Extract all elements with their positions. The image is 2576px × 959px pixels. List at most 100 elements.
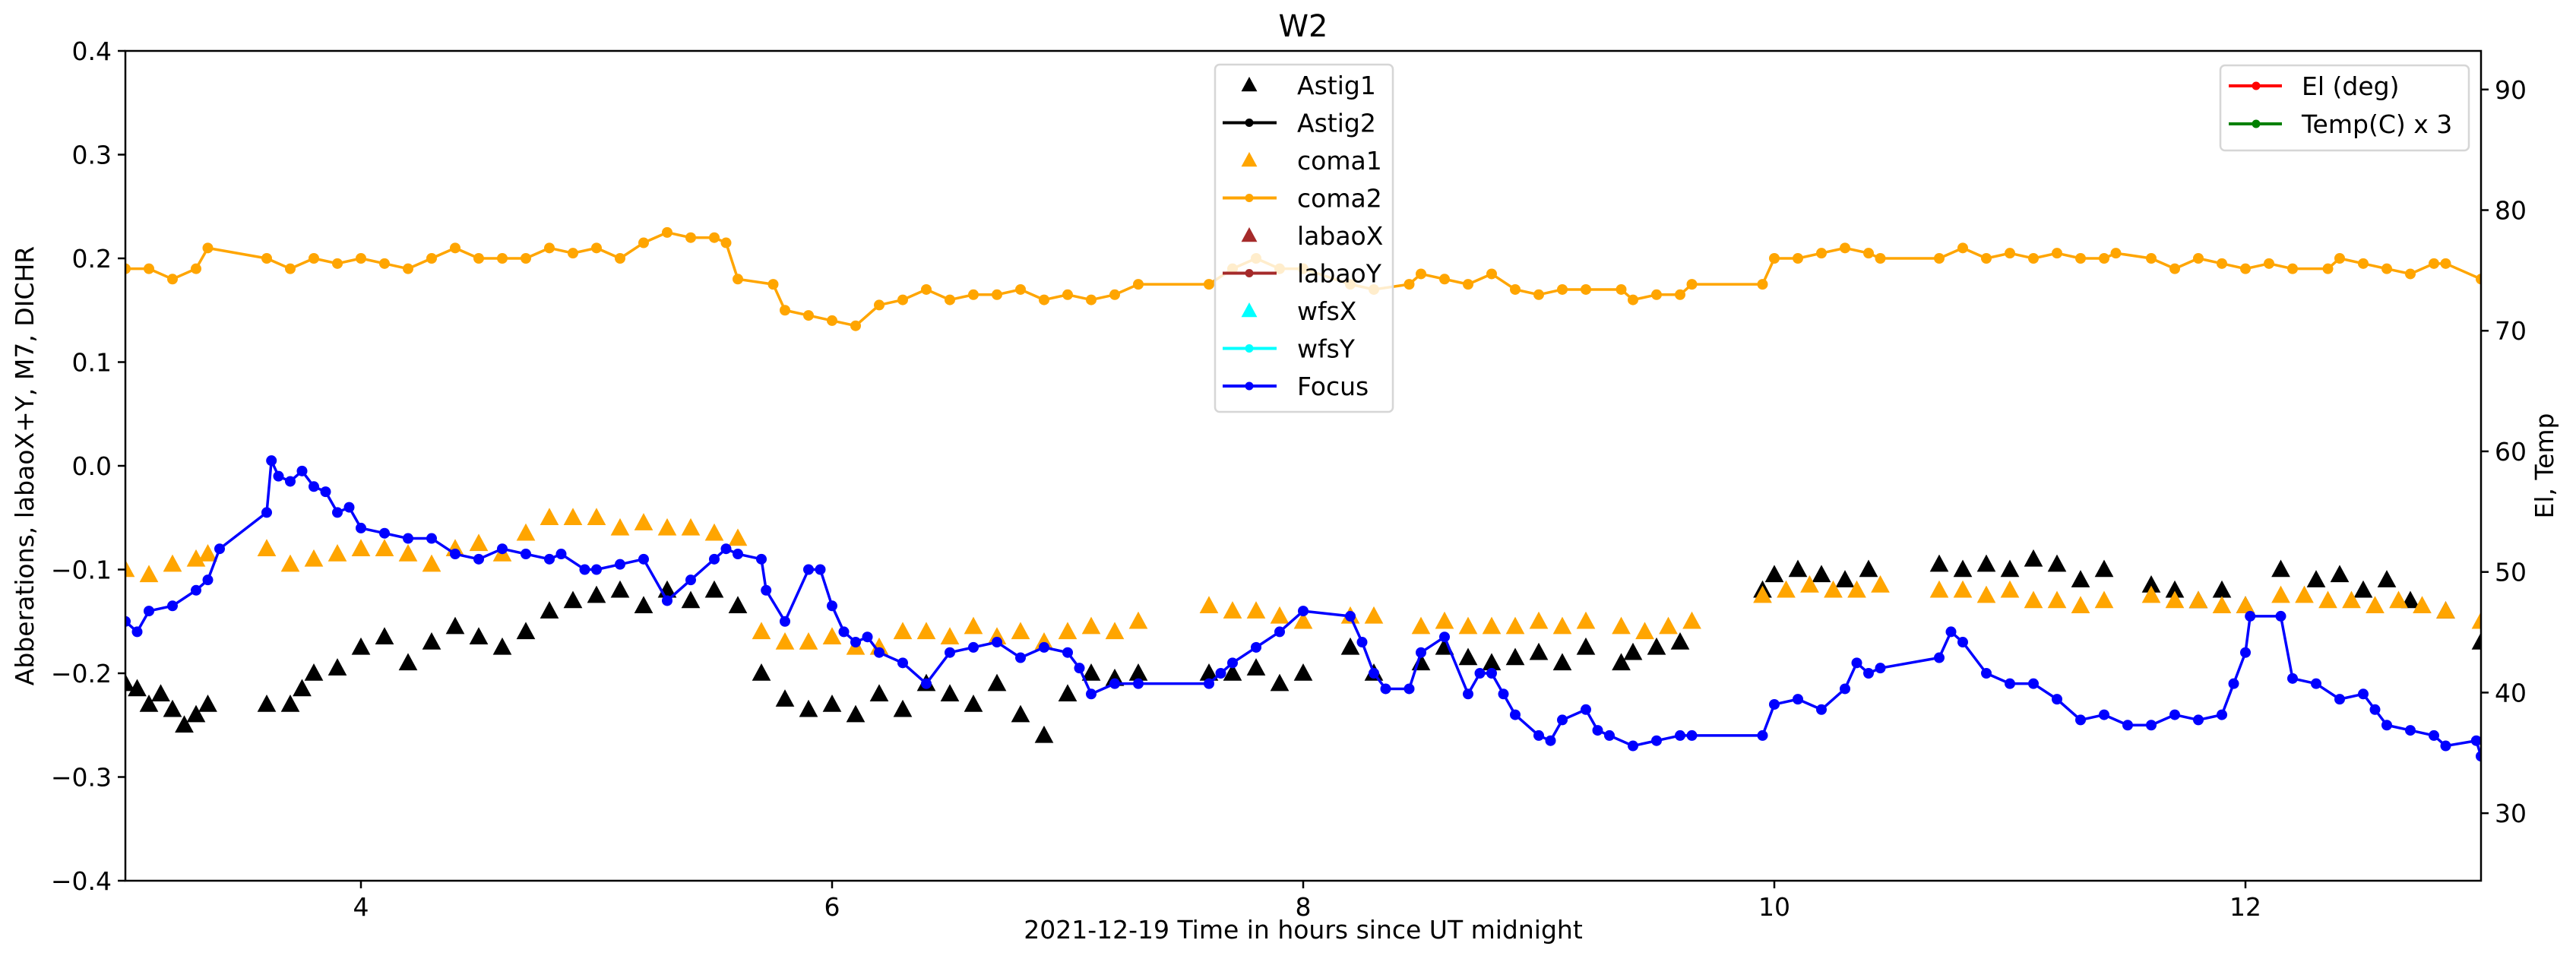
coma2-point: [2287, 263, 2298, 274]
focus-point: [1369, 668, 1379, 679]
focus-point: [780, 616, 790, 627]
coma1-marker: [163, 554, 182, 572]
focus-point: [1875, 663, 1886, 674]
coma2-point: [2264, 258, 2274, 269]
astig1-marker: [1199, 663, 1219, 681]
coma2-point: [850, 320, 861, 331]
coma1-marker: [1682, 611, 1701, 629]
focus-point: [2334, 694, 2345, 705]
focus-point: [261, 507, 272, 518]
focus-point: [1793, 694, 1803, 705]
coma2-point: [544, 242, 555, 254]
focus-point: [591, 564, 602, 575]
focus-point: [1557, 714, 1568, 726]
focus-point: [356, 522, 366, 533]
focus-point: [2099, 709, 2109, 720]
legend-entry-coma2: coma2: [1223, 184, 1382, 214]
coma1-marker: [139, 565, 159, 583]
focus-point: [1675, 730, 1685, 741]
coma2-point: [1793, 253, 1803, 264]
coma1-marker: [125, 559, 135, 578]
legend-left-box: [1214, 63, 1394, 413]
coma1-marker: [198, 544, 217, 562]
chart-title: W2: [1279, 9, 1328, 44]
coma2-point: [615, 253, 625, 264]
coma2-point: [2146, 253, 2157, 264]
astig1-marker: [2271, 559, 2290, 578]
focus-point: [1074, 663, 1085, 674]
coma1-marker: [728, 528, 748, 546]
series-focus: [125, 455, 2481, 762]
coma2-point: [2005, 248, 2015, 259]
coma2-point: [1039, 294, 1049, 305]
legend-dot-icon: [2252, 81, 2261, 90]
legend-right-box: [2219, 64, 2470, 152]
focus-point: [2005, 678, 2015, 689]
focus-point: [2358, 688, 2369, 700]
focus-point: [968, 641, 979, 653]
coma1-marker: [1659, 616, 1678, 635]
focus-point: [1510, 709, 1521, 720]
legend-dot-icon: [1245, 269, 1254, 277]
coma2-point: [1439, 274, 1450, 285]
astig1-marker: [752, 663, 771, 681]
coma1-marker: [2236, 596, 2255, 614]
coma2-point: [2322, 263, 2334, 274]
astig1-marker: [2353, 580, 2373, 598]
coma1-marker: [1824, 580, 1843, 598]
coma1-marker: [1011, 622, 1030, 640]
astig1-marker: [681, 590, 701, 609]
astig1-marker: [799, 699, 818, 717]
focus-point: [144, 606, 154, 617]
y-tick-label: 0.2: [72, 244, 112, 274]
coma2-point: [144, 263, 154, 274]
astig1-marker: [293, 679, 312, 697]
coma2-point: [1486, 268, 1497, 280]
coma2-point: [921, 283, 932, 295]
astig1-marker: [2330, 565, 2350, 583]
coma2-point: [638, 237, 649, 248]
coma2-point: [2381, 263, 2392, 274]
legend-dot-icon: [1245, 381, 1254, 391]
astig1-marker: [2471, 632, 2481, 650]
astig1-marker: [728, 596, 748, 614]
y-right-tick-label: 70: [2495, 316, 2527, 346]
astig1-marker: [563, 590, 583, 609]
coma2-point: [1934, 253, 1945, 264]
coma2-point: [309, 253, 319, 264]
focus-point: [2240, 647, 2251, 658]
coma1-marker: [2212, 596, 2232, 614]
focus-point: [850, 637, 861, 648]
coma1-marker: [1552, 616, 1572, 635]
astig1-marker: [280, 694, 300, 712]
coma2-point: [167, 274, 178, 285]
astig1-marker: [2400, 590, 2420, 609]
astig1-marker: [822, 694, 842, 712]
coma2-point: [897, 294, 908, 305]
focus-point: [2405, 725, 2416, 736]
coma2-point: [2405, 268, 2416, 280]
coma1-marker: [2318, 590, 2337, 609]
astig1-marker: [1576, 637, 1596, 655]
astig1-marker: [2165, 580, 2185, 598]
coma1-marker: [1105, 622, 1125, 640]
coma1-marker: [1505, 616, 1525, 635]
coma2-point: [1675, 289, 1685, 300]
focus-point: [1039, 641, 1049, 653]
focus-point: [125, 616, 131, 627]
legend-label: Focus: [1297, 372, 1369, 401]
legend-dot-icon: [2252, 119, 2261, 128]
coma2-point: [2334, 253, 2345, 264]
focus-point: [2369, 704, 2381, 715]
astig1-marker: [2094, 559, 2114, 578]
focus-point: [815, 564, 826, 575]
coma1-marker: [1612, 616, 1631, 635]
focus-point: [191, 584, 201, 596]
coma1-marker: [610, 517, 630, 536]
focus-point: [1863, 668, 1874, 679]
focus-point: [1227, 657, 1238, 669]
coma2-point: [1769, 253, 1780, 264]
focus-point: [2245, 610, 2256, 622]
focus-point: [2470, 735, 2481, 746]
astig1-marker: [2047, 554, 2067, 572]
